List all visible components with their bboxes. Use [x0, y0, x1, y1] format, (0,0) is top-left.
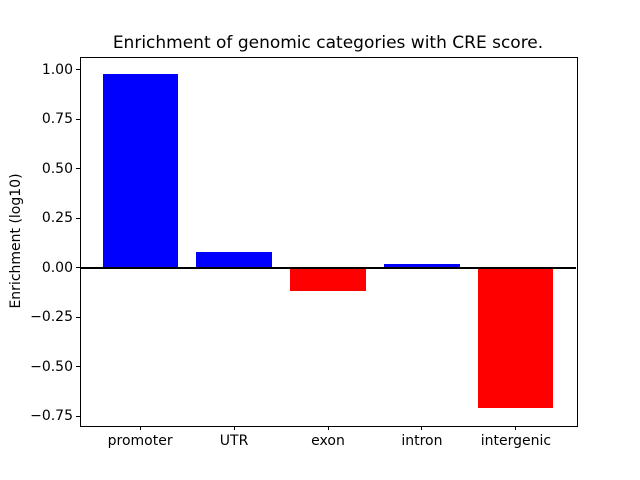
bar-promoter: [102, 73, 178, 268]
plot-area: [80, 57, 578, 427]
y-tick: [76, 217, 80, 219]
y-tick: [76, 168, 80, 170]
y-tick: [76, 69, 80, 71]
x-tick: [327, 426, 329, 430]
bar-intergenic: [478, 267, 554, 409]
bar-intron: [384, 263, 460, 268]
x-tick: [515, 426, 517, 430]
y-tick-label: −0.75: [30, 408, 73, 425]
y-tick-label: 0.50: [41, 160, 73, 177]
x-tick-label-intron: intron: [401, 433, 443, 449]
x-tick-label-promoter: promoter: [107, 433, 173, 449]
zero-line: [80, 266, 576, 269]
x-tick: [421, 426, 423, 430]
y-tick: [76, 366, 80, 368]
x-tick-label-intergenic: intergenic: [480, 433, 552, 449]
chart-title: Enrichment of genomic categories with CR…: [112, 33, 544, 53]
bar-exon: [290, 267, 366, 292]
y-axis-title: Enrichment (log10): [8, 173, 24, 309]
y-tick-label: −0.50: [30, 358, 73, 375]
y-tick-label: 1.00: [41, 61, 73, 78]
y-tick-label: 0.25: [41, 210, 73, 227]
y-tick-label: 0.75: [41, 111, 73, 128]
x-tick: [233, 426, 235, 430]
y-tick: [76, 118, 80, 120]
x-tick-label-exon: exon: [311, 433, 345, 449]
bar-UTR: [196, 251, 272, 268]
y-tick-label: −0.25: [30, 309, 73, 326]
y-tick: [76, 415, 80, 417]
y-tick: [76, 267, 80, 269]
y-tick-label: 0.00: [41, 259, 73, 276]
y-tick: [76, 316, 80, 318]
x-tick-label-UTR: UTR: [219, 433, 249, 449]
x-tick: [139, 426, 141, 430]
